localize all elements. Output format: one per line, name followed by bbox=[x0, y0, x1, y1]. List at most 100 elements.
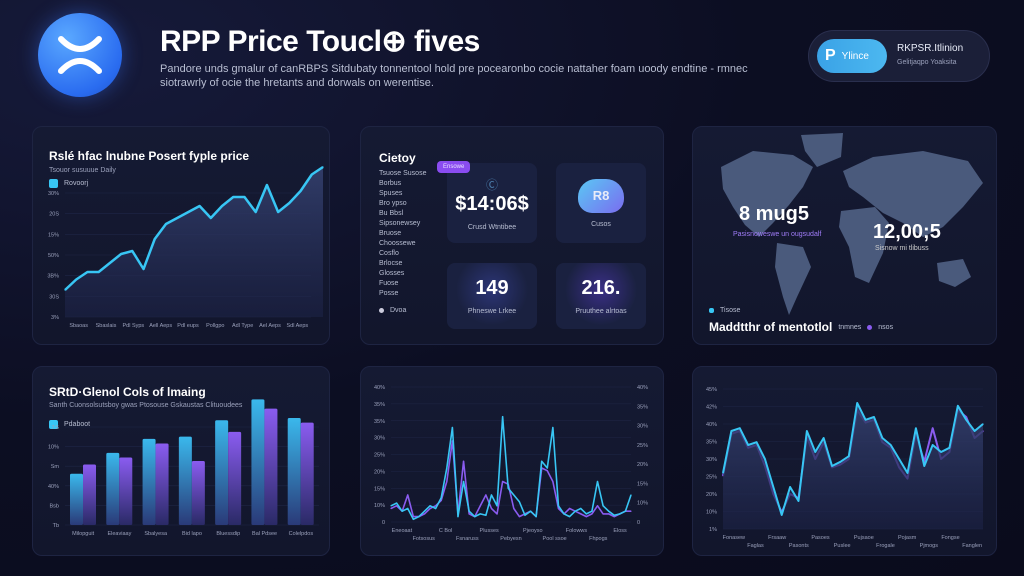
series-line bbox=[390, 415, 632, 521]
data-point bbox=[602, 505, 604, 507]
data-point bbox=[221, 205, 223, 207]
account-pill[interactable]: P Ylince RKPSR.Itlinion Gelitjaqpo Yoaksit… bbox=[808, 30, 990, 82]
data-point bbox=[591, 510, 593, 512]
price-area-chart: 3% 30S 3B% 50% 15% 20S 30% Sbaoas Sbaslais Pdl Sy… bbox=[47, 165, 324, 329]
data-point bbox=[440, 497, 442, 499]
data-point bbox=[630, 510, 632, 512]
data-point bbox=[923, 465, 925, 467]
x-tick-label: Sbaoas bbox=[69, 323, 88, 329]
y-tick-label: 15% bbox=[374, 486, 385, 492]
data-point bbox=[772, 486, 774, 488]
data-point bbox=[982, 423, 984, 425]
menu-item[interactable]: Sipsonewsey bbox=[379, 220, 421, 227]
menu-item[interactable]: Spuses bbox=[379, 190, 403, 197]
data-point bbox=[75, 278, 77, 281]
y-tick-label: Tb bbox=[53, 523, 59, 529]
data-point bbox=[199, 205, 201, 207]
data-point bbox=[311, 173, 313, 176]
menu-item[interactable]: Glosses bbox=[379, 270, 405, 277]
x-tick-label: Sdl Aeps bbox=[286, 323, 308, 329]
data-point bbox=[839, 461, 842, 463]
data-point bbox=[485, 514, 487, 516]
legend-label: nsos bbox=[878, 323, 894, 331]
x-tick-label: Fotsosus bbox=[413, 536, 436, 542]
stat-value: $14:06$ bbox=[455, 192, 529, 215]
menu-item[interactable]: Fuose bbox=[379, 280, 399, 287]
trend-chart-panel: 1% 10% 20% 25% 30% 35% 40% 42% 45% Fonasew Faglas F… bbox=[692, 366, 997, 556]
bar bbox=[215, 420, 229, 525]
account-button[interactable]: P Ylince bbox=[817, 39, 887, 73]
y-tick-label: 25% bbox=[374, 453, 385, 459]
bar bbox=[287, 417, 301, 525]
bar bbox=[155, 443, 169, 525]
bar bbox=[83, 464, 96, 525]
series-line bbox=[64, 165, 324, 291]
data-point bbox=[529, 510, 532, 512]
data-point bbox=[462, 460, 465, 462]
data-point bbox=[619, 513, 621, 515]
data-point bbox=[429, 505, 431, 507]
menu-item[interactable]: Bro ypso bbox=[379, 200, 407, 207]
menu-item[interactable]: Bruose bbox=[379, 230, 402, 237]
data-point bbox=[86, 271, 89, 273]
bar bbox=[228, 431, 242, 525]
bar bbox=[119, 457, 133, 525]
x-tick-label: Bid lapo bbox=[182, 531, 202, 537]
y-tick-label: 10% bbox=[706, 510, 717, 516]
stat-card-price[interactable]: Ⓒ $14:06$ Crusd Wtntibee bbox=[447, 163, 537, 243]
data-point bbox=[412, 516, 414, 518]
data-point bbox=[580, 513, 582, 515]
legend-swatch bbox=[49, 179, 58, 188]
data-point bbox=[613, 516, 615, 518]
x-tick-label: Pujsaoe bbox=[854, 535, 874, 541]
y-tick-label: Bsb bbox=[50, 503, 59, 509]
x-tick-label: Sbaslais bbox=[96, 323, 117, 329]
data-point bbox=[546, 467, 548, 469]
data-point bbox=[243, 196, 246, 198]
data-point bbox=[552, 426, 554, 429]
data-point bbox=[109, 262, 111, 264]
data-point bbox=[479, 513, 481, 515]
data-point bbox=[932, 427, 934, 429]
data-point bbox=[64, 289, 66, 291]
menu-item[interactable]: Posse bbox=[379, 290, 399, 297]
menu-item[interactable]: Choossewe bbox=[379, 240, 416, 247]
stat-card-badge[interactable]: R8 Cusos bbox=[556, 163, 646, 243]
menu-item[interactable]: Tsuose Susose bbox=[379, 170, 427, 177]
p-icon: P bbox=[825, 47, 836, 64]
panel-title: Maddtthr of mentotlol bbox=[709, 320, 833, 334]
data-point bbox=[596, 480, 599, 483]
menu-item[interactable]: Cosflo bbox=[379, 250, 399, 257]
eurasia bbox=[843, 151, 983, 237]
x-tick-label: Frogale bbox=[876, 543, 895, 549]
bar bbox=[142, 438, 156, 525]
menu-item[interactable]: Brlocse bbox=[379, 260, 403, 267]
data-point bbox=[764, 458, 766, 460]
data-point bbox=[864, 419, 867, 421]
data-point bbox=[608, 513, 610, 515]
menu-item[interactable]: Borbus bbox=[379, 180, 402, 187]
legend-swatch bbox=[709, 308, 714, 313]
data-point bbox=[474, 516, 476, 518]
data-point bbox=[898, 458, 900, 460]
data-point bbox=[552, 480, 554, 483]
menu-footer[interactable]: Dvoa bbox=[379, 307, 406, 314]
cloud-badge-icon: R8 bbox=[578, 178, 624, 213]
legend-swatch bbox=[867, 324, 873, 330]
x-tick-label: Pasoes bbox=[811, 535, 830, 541]
panel-title: Rslé hfac lnubne Posert fyple price bbox=[49, 149, 250, 163]
account-sub: Gelitjaqpo Yoaksita bbox=[897, 59, 957, 66]
series-line bbox=[722, 402, 984, 516]
stat-card-count[interactable]: 149 Phneswe Lrkee bbox=[447, 263, 537, 329]
data-point bbox=[602, 513, 604, 515]
account-name: RKPSR.Itlinion bbox=[897, 43, 964, 54]
data-point bbox=[176, 217, 178, 219]
x-tick-label: Puslee bbox=[834, 543, 851, 549]
series-area bbox=[723, 403, 983, 529]
stat-card-alerts[interactable]: 216. Pruuthee alrtoas bbox=[556, 263, 646, 329]
data-point bbox=[524, 514, 526, 516]
x-tick-label: Fsnaruss bbox=[456, 536, 479, 542]
legend: Rovoorj bbox=[49, 179, 88, 188]
menu-item[interactable]: Bu Bbsl bbox=[379, 210, 404, 217]
